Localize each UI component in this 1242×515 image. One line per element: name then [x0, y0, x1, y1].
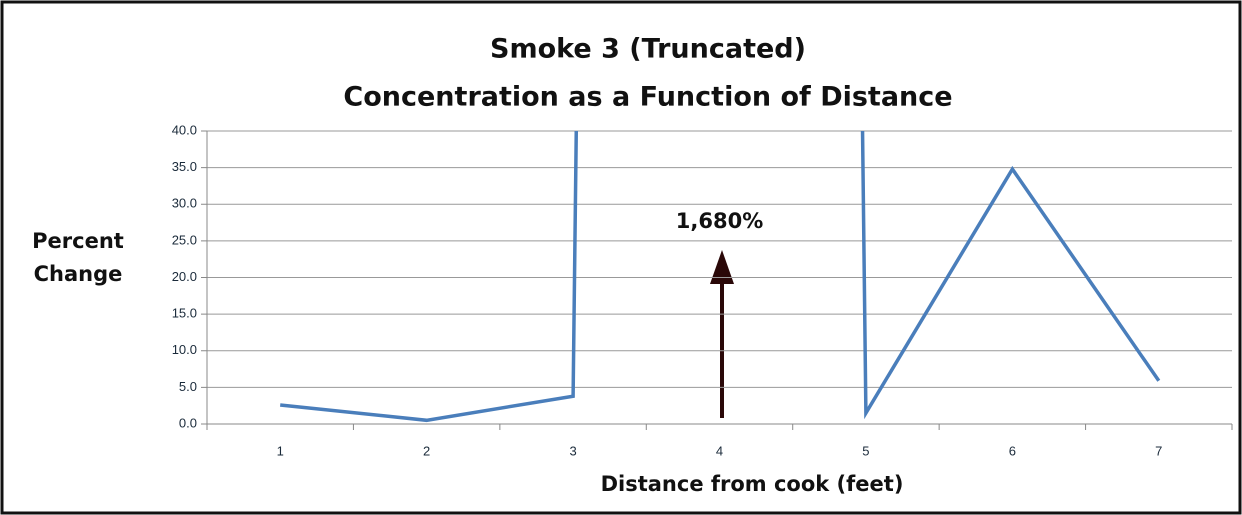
y-tick-label: 20.0 — [172, 269, 197, 284]
arrow-head — [710, 250, 734, 284]
y-tick-label: 0.0 — [179, 415, 197, 430]
plot-area — [280, 131, 1161, 423]
chart-title: Smoke 3 (Truncated) — [490, 34, 806, 65]
y-tick-label: 35.0 — [172, 159, 197, 174]
y-tick-label: 10.0 — [172, 342, 197, 357]
y-axis-label: Percent — [32, 229, 124, 253]
y-tick-label: 25.0 — [172, 232, 197, 247]
x-tick-label: 3 — [569, 443, 576, 458]
x-tick-label: 2 — [423, 443, 430, 458]
annotation-arrow — [710, 250, 734, 418]
x-tick-label: 6 — [1009, 443, 1016, 458]
x-tick-label: 7 — [1155, 443, 1162, 458]
data-line — [280, 131, 1161, 423]
y-tick-label: 15.0 — [172, 306, 197, 321]
y-tick-label: 40.0 — [172, 122, 197, 137]
y-axis-label: Change — [34, 262, 123, 286]
chart-subtitle: Concentration as a Function of Distance — [343, 82, 952, 113]
data-label: 1,680% — [676, 209, 763, 233]
y-tick-label: 5.0 — [179, 379, 197, 394]
x-axis-label: Distance from cook (feet) — [601, 472, 904, 496]
x-tick-label: 4 — [716, 443, 723, 458]
y-tick-label: 30.0 — [172, 196, 197, 211]
x-tick-label: 1 — [277, 443, 284, 458]
x-tick-label: 5 — [862, 443, 869, 458]
